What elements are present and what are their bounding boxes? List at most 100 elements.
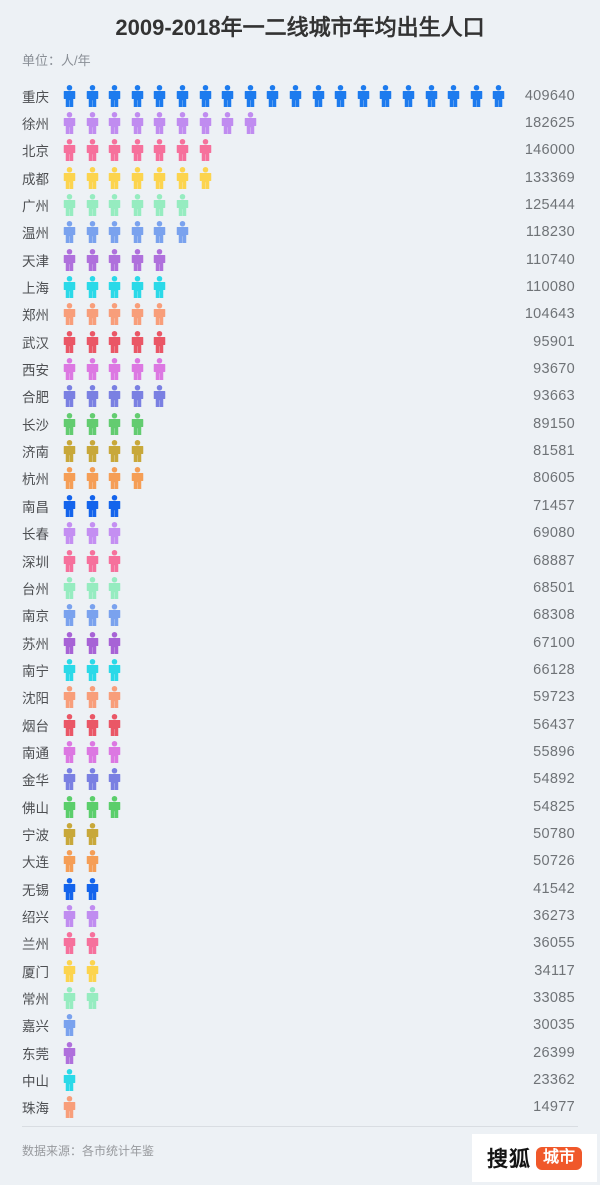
person-icon <box>86 795 98 818</box>
person-icon <box>199 139 211 162</box>
person-icon <box>108 276 121 299</box>
person-icon <box>86 740 98 763</box>
chart-row: 东莞 26399 <box>22 1039 578 1066</box>
city-label: 金华 <box>22 773 49 789</box>
icon-group <box>62 795 122 818</box>
value-label: 125444 <box>524 197 575 214</box>
chart-row: 厦门 34117 <box>22 957 578 984</box>
person-icon <box>154 194 166 217</box>
person-icon <box>108 713 121 736</box>
person-icon <box>63 358 76 381</box>
chart-row: 上海 110080 <box>22 273 578 300</box>
value-label: 50780 <box>533 825 575 842</box>
person-icon <box>86 84 98 107</box>
city-label: 苏州 <box>22 636 49 652</box>
person-icon <box>86 576 98 599</box>
person-icon <box>108 221 121 244</box>
chart-row: 常州 33085 <box>22 984 578 1011</box>
person-icon <box>154 84 166 107</box>
person-icon <box>131 440 144 463</box>
city-label: 台州 <box>22 581 49 597</box>
value-label: 89150 <box>533 415 575 432</box>
person-icon <box>63 276 76 299</box>
icon-group <box>62 494 122 517</box>
value-label: 104643 <box>524 306 575 323</box>
city-logo-badge: 城市 <box>535 1146 582 1170</box>
person-icon <box>199 166 211 189</box>
person-icon <box>380 84 392 107</box>
city-label: 西安 <box>22 363 49 379</box>
person-icon <box>108 658 121 681</box>
person-icon <box>63 959 76 982</box>
person-icon <box>154 330 166 353</box>
city-label: 厦门 <box>22 964 49 980</box>
person-icon <box>63 686 76 709</box>
value-label: 50726 <box>533 853 575 870</box>
person-icon <box>86 194 98 217</box>
city-label: 宁波 <box>22 827 49 843</box>
city-label: 南京 <box>22 609 49 625</box>
icon-group <box>62 467 145 490</box>
person-icon <box>86 221 98 244</box>
person-icon <box>63 248 76 271</box>
value-label: 30035 <box>533 1017 575 1034</box>
person-icon <box>131 303 144 326</box>
city-label: 嘉兴 <box>22 1019 49 1035</box>
person-icon <box>244 84 256 107</box>
person-icon <box>63 194 76 217</box>
city-label: 珠海 <box>22 1101 49 1117</box>
person-icon <box>63 1041 76 1064</box>
city-label: 深圳 <box>22 554 49 570</box>
person-icon <box>86 713 98 736</box>
chart-row: 珠海 14977 <box>22 1094 578 1121</box>
value-label: 59723 <box>533 689 575 706</box>
person-icon <box>86 494 98 517</box>
person-icon <box>131 166 144 189</box>
person-icon <box>154 139 166 162</box>
person-icon <box>131 467 144 490</box>
person-icon <box>86 412 98 435</box>
chart-row: 沈阳 59723 <box>22 684 578 711</box>
icon-group <box>62 1041 77 1064</box>
chart-row: 无锡 41542 <box>22 875 578 902</box>
person-icon <box>63 822 76 845</box>
icon-group <box>62 84 506 107</box>
person-icon <box>131 112 144 135</box>
chart-row: 南京 68308 <box>22 602 578 629</box>
person-icon <box>86 549 98 572</box>
city-label: 成都 <box>22 171 49 187</box>
city-label: 长春 <box>22 527 49 543</box>
person-icon <box>86 440 98 463</box>
person-icon <box>86 467 98 490</box>
person-icon <box>244 112 256 135</box>
person-icon <box>199 84 211 107</box>
person-icon <box>108 84 121 107</box>
person-icon <box>108 330 121 353</box>
value-label: 80605 <box>533 470 575 487</box>
unit-label: 单位：人/年 <box>22 53 91 68</box>
chart-row: 台州 68501 <box>22 574 578 601</box>
person-icon <box>63 904 76 927</box>
value-label: 182625 <box>524 115 575 132</box>
person-icon <box>154 276 166 299</box>
city-label: 上海 <box>22 281 49 297</box>
person-icon <box>108 385 121 408</box>
icon-group <box>62 713 122 736</box>
person-icon <box>108 194 121 217</box>
icon-group <box>62 139 213 162</box>
page-title: 2009-2018年一二线城市年均出生人口 <box>115 15 485 40</box>
person-icon <box>63 549 76 572</box>
chart-row: 西安 93670 <box>22 355 578 382</box>
person-icon <box>86 330 98 353</box>
chart-row: 郑州 104643 <box>22 301 578 328</box>
value-label: 33085 <box>533 990 575 1007</box>
chart-row: 大连 50726 <box>22 848 578 875</box>
value-label: 68501 <box>533 579 575 596</box>
person-icon <box>63 658 76 681</box>
value-label: 118230 <box>525 224 575 241</box>
person-icon <box>63 385 76 408</box>
chart-row: 北京 146000 <box>22 137 578 164</box>
person-icon <box>63 1069 76 1092</box>
city-label: 大连 <box>22 855 49 871</box>
person-icon <box>108 549 121 572</box>
